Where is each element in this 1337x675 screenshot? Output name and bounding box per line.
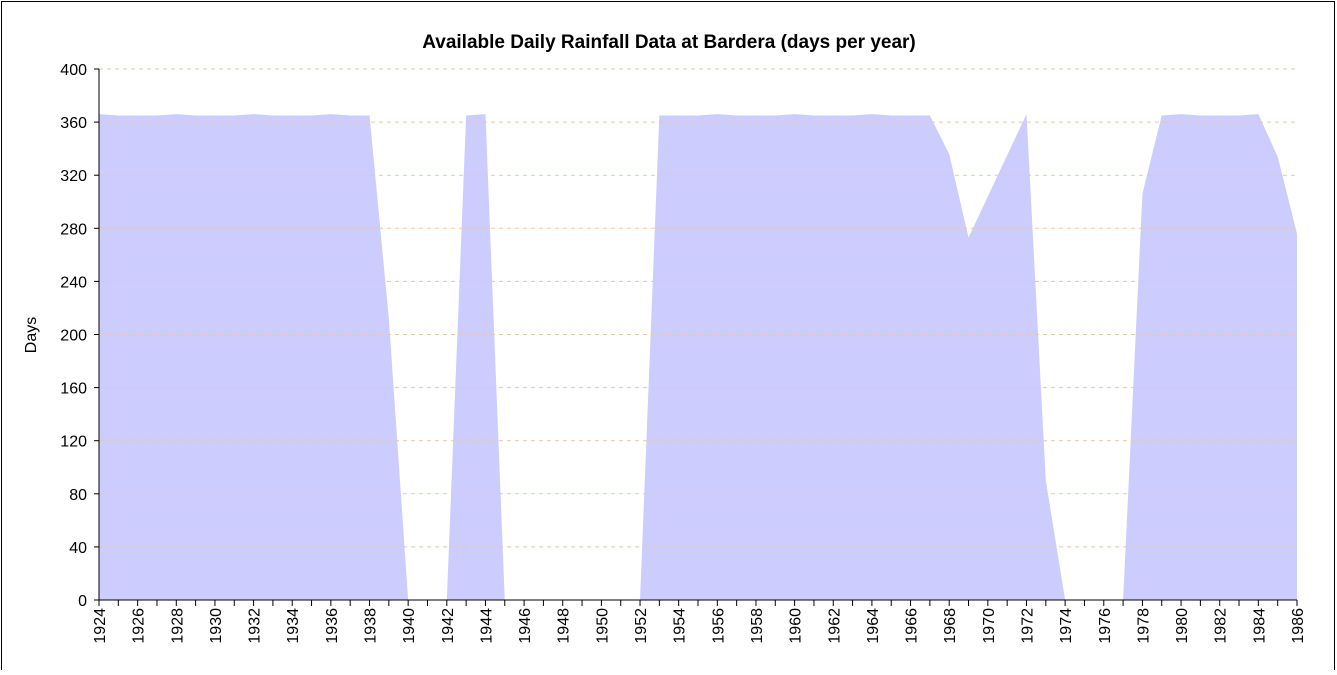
y-tick-label: 200	[60, 328, 87, 345]
x-tick-label: 1942	[440, 608, 457, 644]
x-tick-label: 1980	[1174, 608, 1191, 644]
y-tick-label: 0	[78, 593, 87, 610]
x-tick-label: 1970	[981, 608, 998, 644]
x-tick-label: 1968	[942, 608, 959, 644]
x-tick-label: 1950	[594, 608, 611, 644]
x-tick-label: 1964	[865, 608, 882, 644]
x-tick-label: 1936	[324, 608, 341, 644]
x-tick-label: 1938	[363, 608, 380, 644]
x-tick-label: 1960	[788, 608, 805, 644]
x-tick-label: 1948	[556, 608, 573, 644]
y-tick-label: 400	[60, 62, 87, 79]
y-tick-label: 240	[60, 274, 87, 291]
x-tick-label: 1982	[1213, 608, 1230, 644]
x-tick-label: 1962	[826, 608, 843, 644]
x-tick-label: 1984	[1251, 608, 1268, 644]
x-tick-label: 1924	[92, 608, 109, 644]
area	[99, 114, 1297, 600]
x-tick-label: 1940	[401, 608, 418, 644]
x-tick-label: 1958	[749, 608, 766, 644]
x-tick-label: 1956	[710, 608, 727, 644]
x-tick-label: 1972	[1019, 608, 1036, 644]
y-tick-label: 120	[60, 434, 87, 451]
y-tick-label: 40	[69, 540, 87, 557]
y-axis-label: Days	[23, 317, 40, 353]
y-tick-label: 320	[60, 168, 87, 185]
x-tick-label: 1966	[904, 608, 921, 644]
y-tick-label: 360	[60, 115, 87, 132]
chart-title: Available Daily Rainfall Data at Bardera…	[422, 32, 916, 53]
x-tick-label: 1934	[285, 608, 302, 644]
x-tick-label: 1928	[169, 608, 186, 644]
y-tick-label: 280	[60, 221, 87, 238]
x-tick-label: 1944	[478, 608, 495, 644]
y-tick-label: 80	[69, 487, 87, 504]
x-tick-label: 1926	[131, 608, 148, 644]
x-tick-label: 1952	[633, 608, 650, 644]
x-tick-label: 1976	[1097, 608, 1114, 644]
x-tick-label: 1946	[517, 608, 534, 644]
x-tick-label: 1974	[1058, 608, 1075, 644]
x-tick-label: 1978	[1135, 608, 1152, 644]
y-tick-label: 160	[60, 381, 87, 398]
x-tick-label: 1986	[1290, 608, 1307, 644]
x-tick-label: 1932	[247, 608, 264, 644]
x-tick-label: 1930	[208, 608, 225, 644]
x-tick-label: 1954	[672, 608, 689, 644]
